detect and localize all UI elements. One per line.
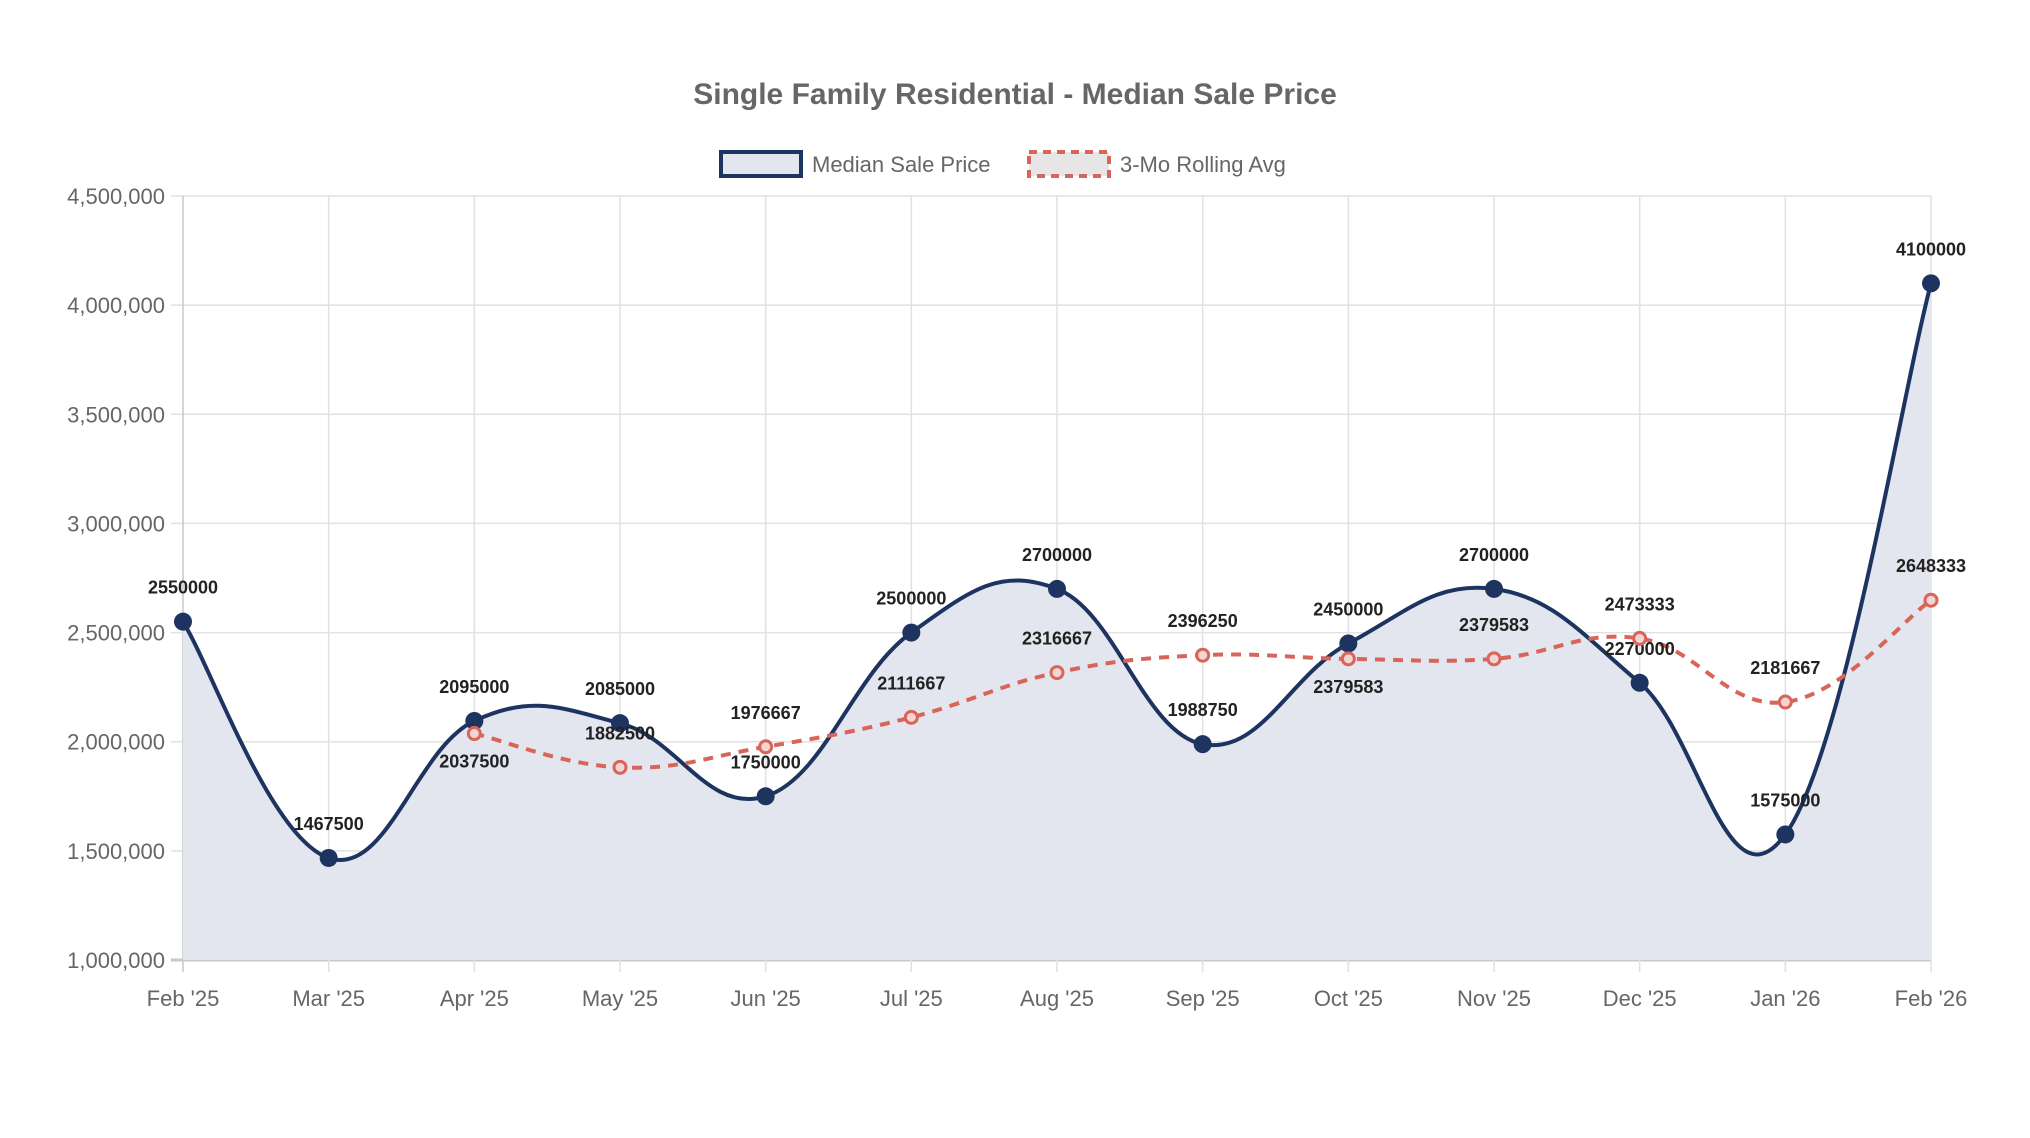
x-tick-label: May '25 (582, 986, 658, 1011)
y-tick-label: 4,500,000 (67, 184, 165, 209)
median-point (1048, 579, 1066, 598)
x-tick-label: Mar '25 (292, 986, 365, 1011)
rolling-avg-data-label: 2111667 (877, 673, 945, 693)
x-tick-label: Jun '25 (731, 986, 801, 1011)
median-point (1485, 579, 1503, 598)
legend-swatch-rolling[interactable] (1027, 150, 1111, 178)
rolling-avg-point (612, 759, 628, 775)
legend-label-rolling[interactable]: 3-Mo Rolling Avg (1120, 152, 1286, 177)
y-tick-label: 3,500,000 (67, 402, 165, 427)
rolling-avg-point (903, 709, 919, 725)
median-area-fill (183, 283, 1931, 960)
rolling-avg-data-label: 2648333 (1896, 556, 1966, 576)
median-data-label: 1988750 (1168, 700, 1238, 720)
median-line (181, 282, 1933, 862)
series-layer: 2550000 1467500 2095000 2085000 1750000 25000… (148, 239, 1966, 960)
rolling-avg-data-label: 2379583 (1313, 677, 1383, 697)
y-tick-label: 2,500,000 (67, 621, 165, 646)
y-tick-label: 2,000,000 (67, 730, 165, 755)
rolling-avg-point (1486, 651, 1502, 667)
median-point (756, 787, 775, 806)
x-tick-label: Aug '25 (1020, 986, 1094, 1011)
rolling-avg-point (1923, 592, 1939, 608)
rolling-avg-point (1195, 647, 1211, 663)
rolling-avg-point (1049, 665, 1065, 681)
median-point (1630, 673, 1649, 692)
x-tick-label: Feb '26 (1895, 986, 1968, 1011)
rolling-avg-data-label: 2396250 (1168, 611, 1238, 631)
median-data-label: 1575000 (1750, 790, 1820, 810)
median-data-label: 2500000 (876, 589, 946, 609)
legend-label-median[interactable]: Median Sale Price (812, 152, 991, 177)
median-data-label: 2550000 (148, 578, 218, 598)
rolling-avg-data-label: 2316667 (1022, 629, 1092, 649)
rolling-avg-point (1340, 651, 1356, 667)
median-point (1339, 634, 1358, 653)
median-point (1922, 274, 1940, 293)
legend-swatch-median[interactable] (719, 150, 803, 178)
y-tick-label: 1,000,000 (67, 948, 165, 973)
median-data-label: 1750000 (731, 752, 801, 772)
rolling-avg-data-label: 2473333 (1605, 594, 1675, 614)
rolling-avg-point (466, 726, 482, 742)
median-point (611, 714, 629, 733)
rolling-avg-point (1632, 630, 1648, 646)
y-tick-label: 3,000,000 (67, 511, 165, 536)
y-tick-label: 1,500,000 (67, 839, 165, 864)
median-data-label: 2700000 (1459, 545, 1529, 565)
median-data-label: 2270000 (1605, 639, 1675, 659)
median-point (465, 711, 484, 730)
median-data-label: 2085000 (585, 679, 655, 699)
rolling-avg-data-label: 1882500 (585, 723, 655, 743)
median-point (1193, 735, 1212, 754)
median-data-label: 1467500 (294, 814, 364, 834)
legend[interactable]: Median Sale Price 3-Mo Rolling Avg (719, 150, 1286, 178)
rolling-avg-data-label: 2379583 (1459, 615, 1529, 635)
rolling-avg-data-label: 2037500 (439, 752, 509, 772)
x-tick-label: Jul '25 (880, 986, 943, 1011)
x-tick-label: Nov '25 (1457, 986, 1531, 1011)
median-data-label: 2450000 (1313, 599, 1383, 619)
x-tick-label: Oct '25 (1314, 986, 1383, 1011)
median-point (319, 848, 338, 867)
median-data-label: 4100000 (1896, 239, 1966, 259)
rolling-avg-point (1777, 694, 1793, 710)
median-point (1776, 825, 1795, 844)
x-tick-label: Apr '25 (440, 986, 509, 1011)
median-point (174, 612, 192, 631)
x-tick-label: Jan '26 (1750, 986, 1820, 1011)
chart-title: Single Family Residential - Median Sale … (693, 78, 1337, 111)
rolling-avg-point (758, 739, 774, 755)
x-tick-label: Sep '25 (1166, 986, 1240, 1011)
rolling-avg-data-label: 2181667 (1750, 658, 1820, 678)
y-tick-label: 4,000,000 (67, 293, 165, 318)
median-point (902, 623, 921, 642)
median-data-label: 2700000 (1022, 545, 1092, 565)
x-tick-label: Feb '25 (147, 986, 220, 1011)
median-data-label: 2095000 (439, 677, 509, 697)
rolling-avg-data-label: 1976667 (731, 703, 801, 723)
x-tick-label: Dec '25 (1603, 986, 1677, 1011)
